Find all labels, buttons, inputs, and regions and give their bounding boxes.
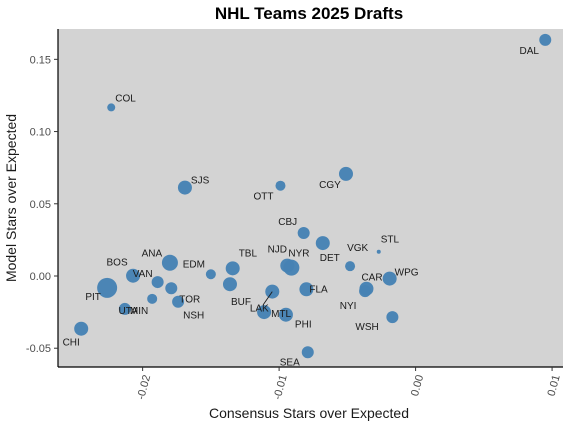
point-label-chi: CHI [63, 338, 80, 349]
point-ana [161, 254, 178, 271]
point-label-sea: SEA [280, 357, 300, 368]
point-cgy [338, 166, 353, 181]
point-label-tbl: TBL [239, 248, 258, 259]
point-label-van: VAN [133, 269, 153, 280]
point-label-det: DET [320, 253, 340, 264]
point-dal [539, 33, 552, 46]
point-chi [74, 321, 89, 336]
point-label-dal: DAL [520, 46, 540, 57]
chart-title: NHL Teams 2025 Drafts [215, 4, 403, 23]
point-label-ott: OTT [253, 192, 273, 203]
point-label-cbj: CBJ [278, 217, 297, 228]
point-min [118, 302, 131, 315]
point-nsh [172, 295, 185, 308]
point-van [151, 276, 164, 289]
point-label-nyi: NYI [340, 301, 357, 312]
x-tick-label: -0.02 [135, 374, 153, 401]
point-uta [147, 293, 158, 304]
point-phi [278, 307, 293, 322]
y-tick-label: 0.10 [30, 127, 51, 139]
point-fla [299, 282, 314, 297]
point-label-min: MIN [130, 306, 148, 317]
point-label-buf: BUF [231, 297, 251, 308]
point-label-cgy: CGY [319, 180, 341, 191]
point-label-edm: EDM [183, 259, 205, 270]
point-label-car: CAR [361, 273, 382, 284]
point-label-vgk: VGK [347, 243, 368, 254]
point-label-ana: ANA [142, 249, 163, 260]
plot-background [58, 29, 563, 367]
point-label-tor: TOR [179, 294, 200, 305]
x-tick-label: 0.00 [409, 374, 426, 398]
point-wsh [386, 311, 399, 324]
point-cbj [297, 226, 310, 239]
x-tick-label: -0.01 [272, 374, 290, 401]
point-label-bos: BOS [107, 258, 128, 269]
y-tick-label: 0.00 [30, 271, 51, 283]
point-nyr [283, 259, 300, 276]
point-label-njd: NJD [268, 245, 287, 256]
data-points [74, 33, 552, 359]
point-mtl [257, 305, 272, 320]
point-bos [126, 268, 141, 283]
point-label-wpg: WPG [395, 268, 419, 279]
point-label-phi: PHI [295, 320, 312, 331]
point-nyi [359, 285, 372, 298]
x-axis-ticks: -0.02 -0.01 0.00 0.01 [135, 367, 563, 401]
point-label-nyr: NYR [288, 249, 309, 260]
y-tick-label: -0.05 [26, 343, 51, 355]
point-label-fla: FLA [309, 284, 328, 295]
point-label-sjs: SJS [191, 176, 210, 187]
point-label-mtl: MTL [271, 309, 291, 320]
point-buf [222, 277, 237, 292]
point-tor [165, 282, 178, 295]
point-label-wsh: WSH [355, 322, 378, 333]
point-pit [97, 277, 118, 298]
point-det [315, 236, 330, 251]
x-axis-title: Consensus Stars over Expected [209, 405, 409, 421]
x-tick-label: 0.01 [546, 374, 563, 398]
point-sea [301, 346, 314, 359]
point-col [107, 103, 116, 112]
y-axis-title: Model Stars over Expected [3, 114, 19, 282]
point-label-nsh: NSH [183, 311, 204, 322]
point-wpg [382, 271, 397, 286]
point-tbl [225, 261, 240, 276]
y-axis-ticks: -0.05 0.00 0.05 0.10 0.15 [26, 54, 58, 355]
lak-label-connector [262, 291, 273, 305]
point-label-stl: STL [381, 235, 400, 246]
point-label-col: COL [115, 93, 136, 104]
point-ott [275, 180, 286, 191]
point-label-lak: LAK [250, 304, 269, 315]
point-label-pit: PIT [85, 292, 101, 303]
point-stl [376, 249, 381, 254]
y-tick-label: 0.15 [30, 54, 51, 66]
point-edm [205, 269, 216, 280]
point-sjs [177, 180, 192, 195]
y-tick-label: 0.05 [30, 199, 51, 211]
point-label-uta: UTA [119, 306, 139, 317]
point-vgk [345, 261, 356, 272]
point-labels: DAL COL SJS CGY OTT CBJ STL ANA EDM TBL NJD DET VGK W… [63, 46, 540, 368]
